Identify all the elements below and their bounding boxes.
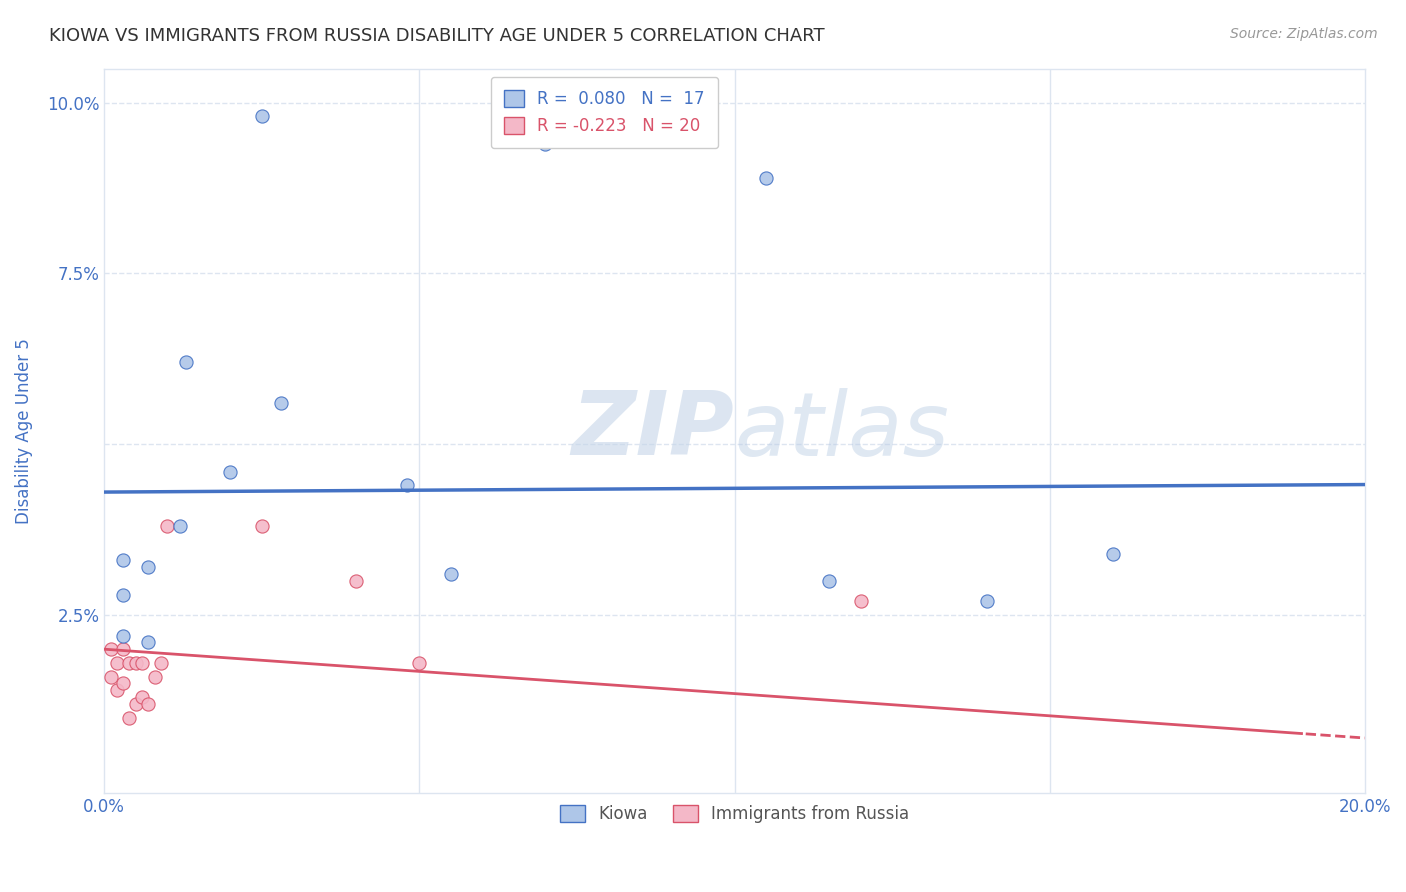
Point (138, 635, 160, 649)
Point (100, 669, 122, 683)
Point (112, 642, 135, 657)
Point (169, 519, 191, 533)
Point (534, 136, 557, 151)
Text: KIOWA VS IMMIGRANTS FROM RUSSIA DISABILITY AGE UNDER 5 CORRELATION CHART: KIOWA VS IMMIGRANTS FROM RUSSIA DISABILI… (49, 27, 825, 45)
Point (1101, 547, 1123, 561)
Point (112, 553, 135, 567)
Point (125, 656, 148, 670)
Point (112, 628, 135, 642)
Point (125, 697, 148, 711)
Point (250, 109, 273, 123)
Point (131, 656, 153, 670)
Point (131, 690, 153, 704)
Point (105, 656, 128, 670)
Point (100, 642, 122, 657)
Point (138, 697, 160, 711)
Point (250, 519, 273, 533)
Point (112, 676, 135, 690)
Point (344, 574, 367, 588)
Point (156, 519, 179, 533)
Point (105, 683, 128, 698)
Point (138, 560, 160, 574)
Point (976, 594, 998, 608)
Point (118, 710, 141, 724)
Point (818, 574, 841, 588)
Point (755, 170, 778, 185)
Point (143, 669, 166, 683)
Text: Source: ZipAtlas.com: Source: ZipAtlas.com (1230, 27, 1378, 41)
Point (219, 465, 242, 479)
Point (112, 588, 135, 602)
Point (440, 567, 463, 582)
Point (270, 396, 292, 410)
Y-axis label: Disability Age Under 5: Disability Age Under 5 (15, 338, 32, 524)
Point (408, 656, 430, 670)
Point (849, 594, 872, 608)
Point (395, 478, 418, 492)
Text: ZIP: ZIP (572, 387, 734, 474)
Point (118, 656, 141, 670)
Point (174, 355, 197, 369)
Legend: Kiowa, Immigrants from Russia: Kiowa, Immigrants from Russia (548, 794, 921, 835)
Point (149, 656, 172, 670)
Text: atlas: atlas (734, 388, 949, 474)
